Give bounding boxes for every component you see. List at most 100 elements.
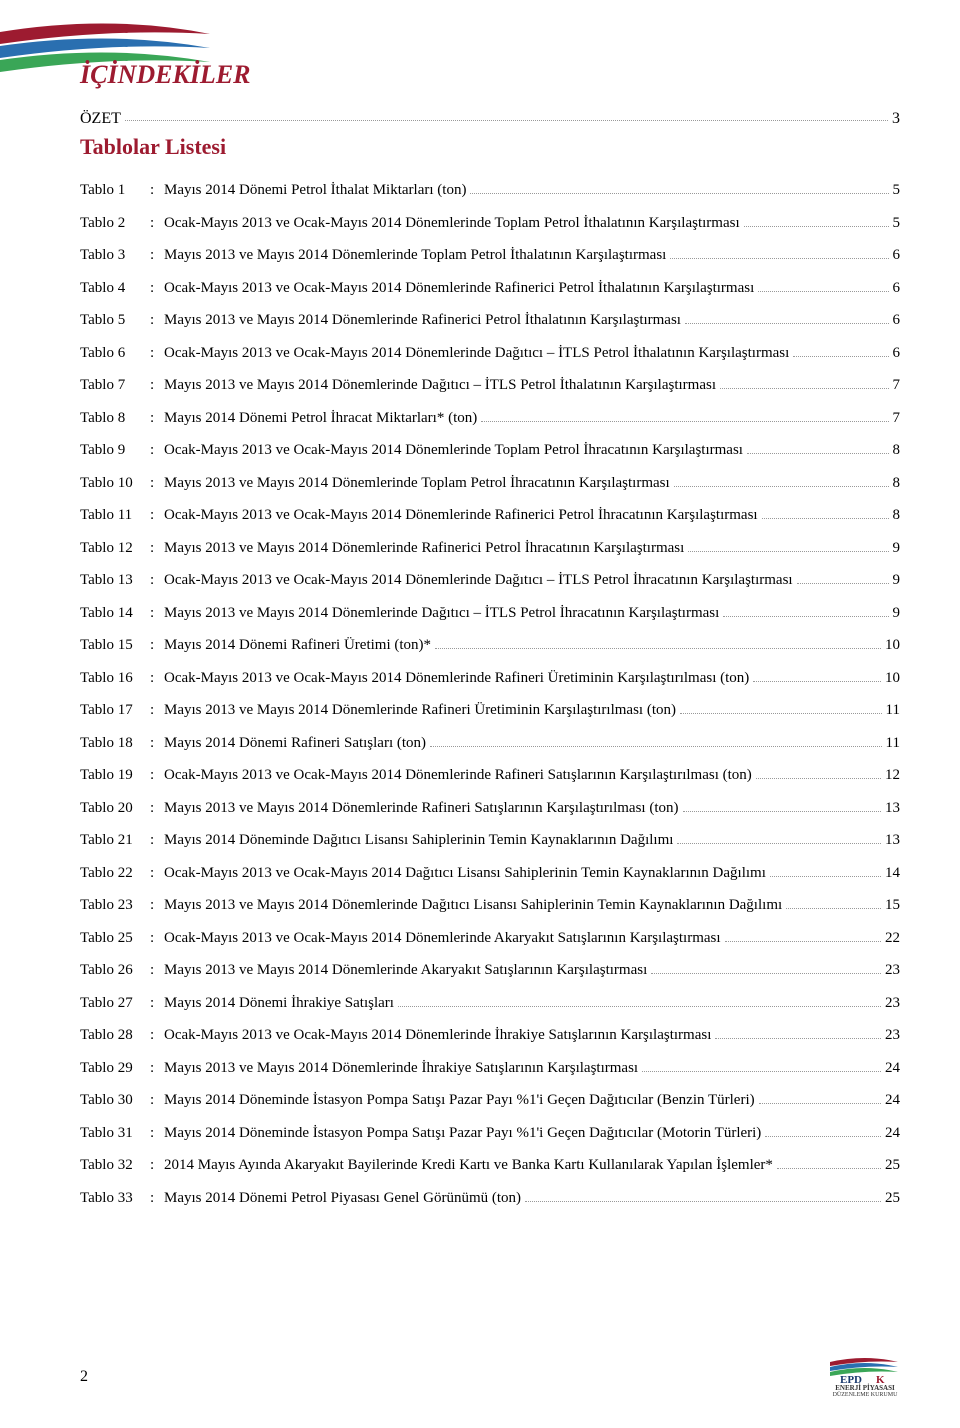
toc-row-title: Mayıs 2013 ve Mayıs 2014 Dönemlerinde Ra… [164, 308, 681, 334]
toc-row-page: 6 [893, 276, 901, 302]
leader-dots [759, 1093, 881, 1104]
leader-dots [481, 411, 888, 422]
toc-row-label: Tablo 33 [80, 1186, 150, 1212]
toc-row-title-wrap: Ocak-Mayıs 2013 ve Ocak-Mayıs 2014 Dönem… [164, 926, 900, 952]
toc-row-label: Tablo 10 [80, 471, 150, 497]
toc-row-page: 10 [885, 633, 900, 659]
toc-row-title: Ocak-Mayıs 2013 ve Ocak-Mayıs 2014 Dönem… [164, 926, 721, 952]
toc-row-page: 8 [893, 503, 901, 529]
toc-row: Tablo 8:Mayıs 2014 Dönemi Petrol İhracat… [80, 406, 900, 432]
toc-row-title: Mayıs 2014 Döneminde Dağıtıcı Lisansı Sa… [164, 828, 673, 854]
toc-row-page: 14 [885, 861, 900, 887]
toc-row-title-wrap: Mayıs 2014 Dönemi Rafineri Satışları (to… [164, 731, 900, 757]
toc-row: Tablo 18:Mayıs 2014 Dönemi Rafineri Satı… [80, 731, 900, 757]
toc-row-title: Ocak-Mayıs 2013 ve Ocak-Mayıs 2014 Dönem… [164, 438, 743, 464]
toc-row-colon: : [150, 341, 164, 367]
toc-row-label: Tablo 32 [80, 1153, 150, 1179]
toc-row-label: Tablo 3 [80, 243, 150, 269]
toc-row-colon: : [150, 601, 164, 627]
toc-row-label: Tablo 1 [80, 178, 150, 204]
leader-dots [753, 671, 881, 682]
toc-row-title: Ocak-Mayıs 2013 ve Ocak-Mayıs 2014 Dönem… [164, 1023, 711, 1049]
toc-row-page: 6 [893, 308, 901, 334]
toc-row-colon: : [150, 666, 164, 692]
toc-row-colon: : [150, 828, 164, 854]
toc-row-page: 13 [885, 796, 900, 822]
leader-dots [680, 703, 882, 714]
toc-row-label: Tablo 17 [80, 698, 150, 724]
toc-row-title-wrap: Ocak-Mayıs 2013 ve Ocak-Mayıs 2014 Dönem… [164, 763, 900, 789]
toc-row: Tablo 10:Mayıs 2013 ve Mayıs 2014 Döneml… [80, 471, 900, 497]
toc-row-label: Tablo 6 [80, 341, 150, 367]
toc-row-title-wrap: Mayıs 2014 Dönemi Petrol İthalat Miktarl… [164, 178, 900, 204]
toc-row-label: Tablo 21 [80, 828, 150, 854]
toc-row-title-wrap: Mayıs 2014 Döneminde İstasyon Pompa Satı… [164, 1088, 900, 1114]
toc-row-label: Tablo 8 [80, 406, 150, 432]
toc-row-title-wrap: 2014 Mayıs Ayında Akaryakıt Bayilerinde … [164, 1153, 900, 1179]
toc-row: Tablo 4:Ocak-Mayıs 2013 ve Ocak-Mayıs 20… [80, 276, 900, 302]
toc-row-colon: : [150, 1121, 164, 1147]
toc-row-title: 2014 Mayıs Ayında Akaryakıt Bayilerinde … [164, 1153, 773, 1179]
toc-row-label: Tablo 31 [80, 1121, 150, 1147]
toc-row-page: 24 [885, 1088, 900, 1114]
leader-dots [688, 541, 888, 552]
leader-dots [715, 1028, 881, 1039]
toc-row-page: 5 [893, 211, 901, 237]
toc-row-colon: : [150, 503, 164, 529]
toc-row: Tablo 5:Mayıs 2013 ve Mayıs 2014 Dönemle… [80, 308, 900, 334]
leader-dots [777, 1158, 881, 1169]
toc-row-title: Ocak-Mayıs 2013 ve Ocak-Mayıs 2014 Dönem… [164, 503, 758, 529]
toc-row-colon: : [150, 471, 164, 497]
toc-row-label: Tablo 30 [80, 1088, 150, 1114]
toc-row-title-wrap: Ocak-Mayıs 2013 ve Ocak-Mayıs 2014 Dönem… [164, 503, 900, 529]
leader-dots [765, 1126, 881, 1137]
toc-row-label: Tablo 22 [80, 861, 150, 887]
toc-row-colon: : [150, 633, 164, 659]
ozet-row: ÖZET 3 [80, 110, 900, 128]
toc-row-page: 6 [893, 243, 901, 269]
toc-row-title-wrap: Mayıs 2013 ve Mayıs 2014 Dönemlerinde Ra… [164, 308, 900, 334]
toc-row-colon: : [150, 796, 164, 822]
toc-row-label: Tablo 5 [80, 308, 150, 334]
toc-row-label: Tablo 20 [80, 796, 150, 822]
toc-row-label: Tablo 26 [80, 958, 150, 984]
leader-dots [793, 346, 888, 357]
toc-row-title: Mayıs 2013 ve Mayıs 2014 Dönemlerinde Ak… [164, 958, 647, 984]
leader-dots [683, 801, 882, 812]
toc-row-colon: : [150, 1088, 164, 1114]
toc-row: Tablo 31:Mayıs 2014 Döneminde İstasyon P… [80, 1121, 900, 1147]
toc-row-page: 10 [885, 666, 900, 692]
footer-brand-logo: EPD K ENERJİ PİYASASI DÜZENLEME KURUMU [830, 1356, 900, 1398]
toc-row-label: Tablo 18 [80, 731, 150, 757]
page-title: İÇİNDEKİLER [80, 60, 251, 90]
leader-dots [758, 281, 888, 292]
toc-row-colon: : [150, 568, 164, 594]
leader-dots [685, 313, 889, 324]
toc-row: Tablo 30:Mayıs 2014 Döneminde İstasyon P… [80, 1088, 900, 1114]
toc-row-colon: : [150, 893, 164, 919]
leader-dots [720, 378, 889, 389]
toc-row-label: Tablo 11 [80, 503, 150, 529]
toc-row-title: Mayıs 2014 Dönemi İhrakiye Satışları [164, 991, 394, 1017]
toc-row-title: Ocak-Mayıs 2013 ve Ocak-Mayıs 2014 Dönem… [164, 276, 754, 302]
leader-dots [723, 606, 888, 617]
toc-row-title: Mayıs 2013 ve Mayıs 2014 Dönemlerinde Da… [164, 601, 719, 627]
toc-row-title-wrap: Mayıs 2014 Dönemi İhrakiye Satışları23 [164, 991, 900, 1017]
toc-row: Tablo 1:Mayıs 2014 Dönemi Petrol İthalat… [80, 178, 900, 204]
footer-page-number: 2 [80, 1368, 88, 1386]
toc-row: Tablo 6:Ocak-Mayıs 2013 ve Ocak-Mayıs 20… [80, 341, 900, 367]
toc-row-title: Mayıs 2013 ve Mayıs 2014 Dönemlerinde To… [164, 243, 666, 269]
toc-row: Tablo 21:Mayıs 2014 Döneminde Dağıtıcı L… [80, 828, 900, 854]
toc-row-title-wrap: Ocak-Mayıs 2013 ve Ocak-Mayıs 2014 Dönem… [164, 666, 900, 692]
leader-dots [642, 1061, 881, 1072]
leader-dots [797, 573, 889, 584]
toc-row-colon: : [150, 763, 164, 789]
toc-row-title: Mayıs 2014 Döneminde İstasyon Pompa Satı… [164, 1121, 761, 1147]
toc-row-title-wrap: Mayıs 2013 ve Mayıs 2014 Dönemlerinde Da… [164, 893, 900, 919]
leader-dots [435, 638, 881, 649]
toc-row-colon: : [150, 438, 164, 464]
toc-row-colon: : [150, 308, 164, 334]
toc-row-colon: : [150, 958, 164, 984]
leader-dots [398, 996, 881, 1007]
toc-row-title-wrap: Ocak-Mayıs 2013 ve Ocak-Mayıs 2014 Dönem… [164, 341, 900, 367]
